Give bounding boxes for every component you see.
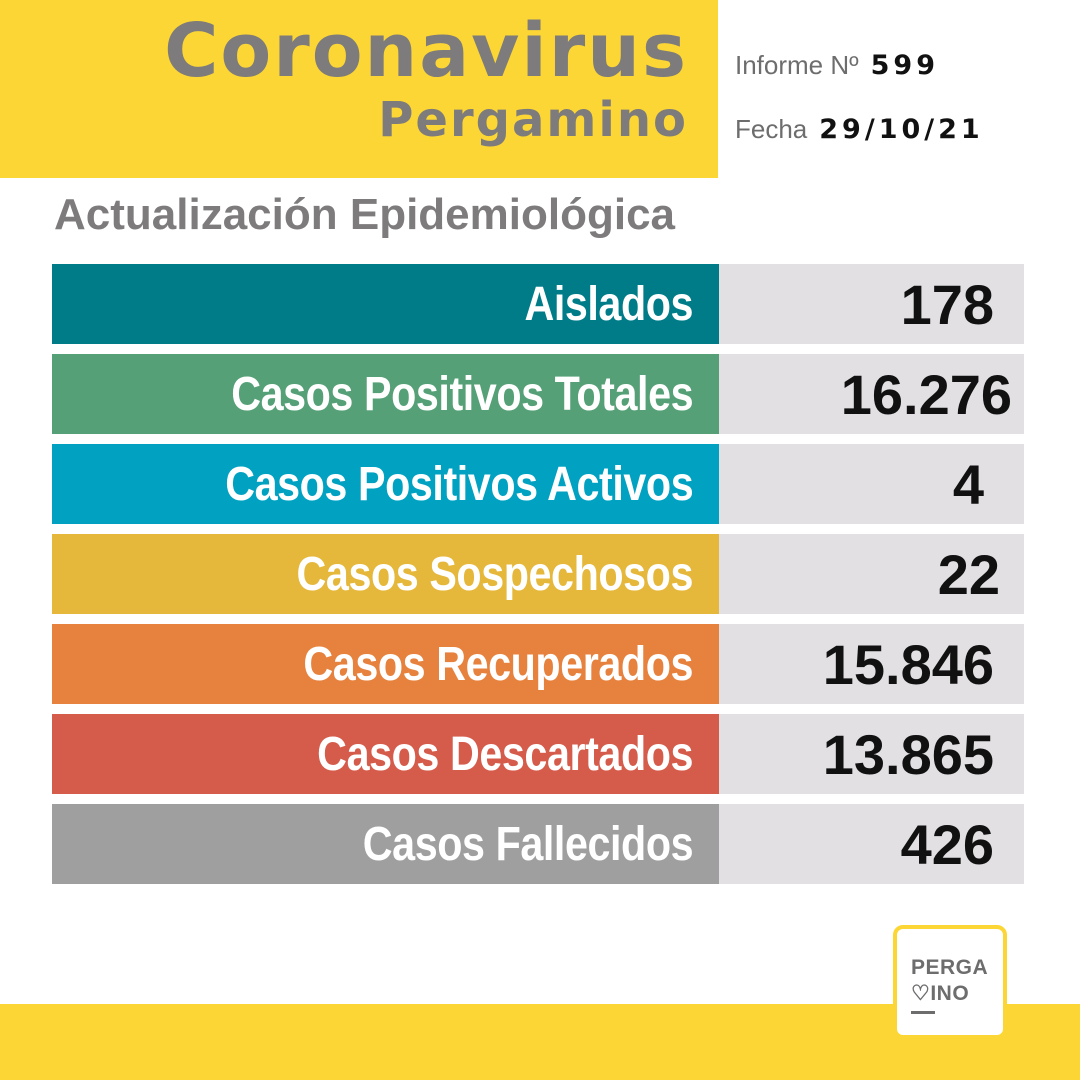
stat-value: 13.865 bbox=[822, 722, 994, 786]
stat-value: 426 bbox=[900, 812, 994, 876]
stat-value: 15.846 bbox=[822, 632, 994, 696]
stat-row-sospechosos: Casos Sospechosos 22 bbox=[52, 534, 1024, 614]
stat-row-positivos-activos: Casos Positivos Activos 4 bbox=[52, 444, 1024, 524]
stat-value: 178 bbox=[900, 272, 994, 336]
report-date-value: 29/10/21 bbox=[819, 114, 984, 145]
stat-value-cell: 15.846 bbox=[719, 624, 1024, 704]
stat-label-cell: Casos Descartados bbox=[52, 714, 719, 794]
stat-row-aislados: Aislados 178 bbox=[52, 264, 1024, 344]
stat-label: Casos Descartados bbox=[317, 727, 693, 781]
stat-label-cell: Casos Recuperados bbox=[52, 624, 719, 704]
stat-value-cell: 16.276 bbox=[719, 354, 1024, 434]
logo-underline bbox=[911, 1011, 935, 1014]
stat-value-cell: 13.865 bbox=[719, 714, 1024, 794]
stat-row-positivos-totales: Casos Positivos Totales 16.276 bbox=[52, 354, 1024, 434]
stat-label-cell: Casos Positivos Totales bbox=[52, 354, 719, 434]
stat-label-cell: Casos Fallecidos bbox=[52, 804, 719, 884]
section-title: Actualización Epidemiológica bbox=[54, 190, 676, 239]
header-band bbox=[0, 0, 718, 178]
logo-text-line2: ♡INO bbox=[911, 982, 970, 1005]
stat-label: Casos Recuperados bbox=[303, 637, 693, 691]
logo-text-line1: PERGA bbox=[911, 956, 989, 979]
report-number-value: 599 bbox=[870, 50, 940, 81]
report-number-row: Informe Nº 599 bbox=[735, 50, 939, 81]
report-date-row: Fecha 29/10/21 bbox=[735, 114, 984, 145]
page-title: Coronavirus bbox=[164, 8, 688, 94]
stat-value-cell: 22 bbox=[719, 534, 1024, 614]
report-number-label: Informe Nº bbox=[735, 50, 859, 80]
stat-label-cell: Aislados bbox=[52, 264, 719, 344]
stat-label: Aislados bbox=[524, 277, 693, 331]
logo-tail bbox=[893, 1030, 903, 1054]
stat-value-cell: 426 bbox=[719, 804, 1024, 884]
stat-value: 16.276 bbox=[840, 362, 1012, 426]
stat-label: Casos Sospechosos bbox=[296, 547, 694, 601]
stat-value: 22 bbox=[937, 542, 1000, 606]
stat-value: 4 bbox=[952, 452, 984, 516]
stat-row-recuperados: Casos Recuperados 15.846 bbox=[52, 624, 1024, 704]
page-subtitle: Pergamino bbox=[378, 92, 688, 148]
stat-label-cell: Casos Sospechosos bbox=[52, 534, 719, 614]
stat-row-descartados: Casos Descartados 13.865 bbox=[52, 714, 1024, 794]
stat-label-cell: Casos Positivos Activos bbox=[52, 444, 719, 524]
stat-label: Casos Positivos Totales bbox=[231, 367, 693, 421]
stat-row-fallecidos: Casos Fallecidos 426 bbox=[52, 804, 1024, 884]
stat-label: Casos Positivos Activos bbox=[224, 457, 693, 511]
stat-value-cell: 178 bbox=[719, 264, 1024, 344]
pergamino-logo: PERGA ♡INO bbox=[893, 925, 1007, 1039]
stat-value-cell: 4 bbox=[719, 444, 1024, 524]
report-date-label: Fecha bbox=[735, 114, 808, 144]
stat-label: Casos Fallecidos bbox=[362, 817, 694, 871]
